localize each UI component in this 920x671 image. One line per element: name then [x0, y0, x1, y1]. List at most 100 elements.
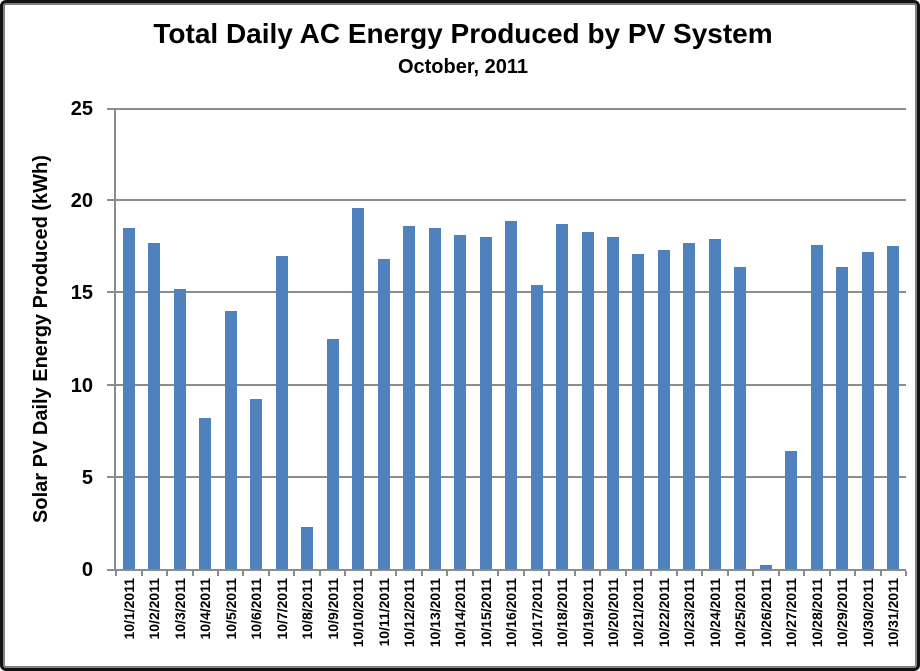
x-tick-label: 10/23/2011 — [681, 578, 698, 648]
x-tick-label: 10/17/2011 — [528, 578, 545, 648]
x-tick-label: 10/2/2011 — [146, 578, 163, 640]
x-tick-label: 10/15/2011 — [477, 578, 494, 648]
x-tick-label: 10/27/2011 — [783, 578, 800, 648]
bar — [352, 207, 365, 569]
x-axis-tick — [599, 571, 602, 576]
x-tick-label: 10/7/2011 — [273, 578, 290, 640]
x-tick-label: 10/1/2011 — [120, 578, 137, 640]
x-axis-tick — [879, 571, 882, 576]
bar — [173, 288, 186, 569]
x-axis-tick — [446, 571, 449, 576]
x-axis-tick — [242, 571, 245, 576]
x-tick-label: 10/28/2011 — [808, 578, 825, 648]
x-axis-tick — [369, 571, 372, 576]
x-axis-tick — [497, 571, 500, 576]
bar — [581, 231, 594, 569]
bar — [275, 255, 288, 569]
x-axis-tick — [522, 571, 525, 576]
y-axis-tick — [107, 569, 114, 571]
bar — [505, 220, 517, 569]
bar — [632, 253, 645, 569]
bar — [377, 259, 390, 569]
x-tick-label: 10/9/2011 — [324, 578, 341, 640]
x-tick-label: 10/4/2011 — [197, 578, 214, 640]
x-axis-tick — [191, 571, 194, 576]
x-axis-tick — [803, 571, 806, 576]
x-tick-label: 10/8/2011 — [299, 578, 316, 640]
x-axis-tick — [140, 571, 143, 576]
x-tick-label: 10/3/2011 — [171, 578, 188, 640]
x-axis-tick — [675, 571, 678, 576]
y-tick-label: 25 — [70, 98, 93, 120]
y-axis-title: Solar PV Daily Energy Produced (kWh) — [30, 155, 52, 523]
bar — [326, 338, 339, 569]
bar — [530, 285, 543, 569]
x-tick-label: 10/20/2011 — [604, 578, 621, 648]
x-tick-label: 10/30/2011 — [859, 578, 876, 648]
x-tick-label: 10/21/2011 — [630, 578, 647, 648]
chart-title: Total Daily AC Energy Produced by PV Sys… — [153, 18, 773, 49]
x-tick-label: 10/25/2011 — [732, 578, 749, 648]
bar — [708, 238, 721, 569]
plot-area — [114, 108, 906, 571]
bar — [759, 565, 772, 569]
x-tick-label: 10/11/2011 — [375, 578, 392, 647]
y-axis-tick — [107, 383, 114, 386]
bar — [148, 242, 161, 569]
x-axis-tick — [854, 571, 856, 576]
bar — [606, 237, 619, 569]
bar — [734, 266, 747, 569]
x-axis-tick — [216, 571, 219, 576]
x-axis-tick — [267, 571, 270, 576]
bar — [683, 242, 696, 569]
y-axis-tick — [107, 199, 114, 202]
bar — [810, 244, 823, 569]
x-tick-label: 10/31/2011 — [885, 578, 902, 648]
y-tick-label: 0 — [81, 559, 93, 581]
x-axis-tick — [828, 571, 831, 576]
x-axis-tick — [650, 571, 653, 576]
x-tick-label: 10/19/2011 — [579, 578, 596, 648]
x-axis-tick — [166, 571, 168, 576]
x-tick-label: 10/26/2011 — [757, 578, 774, 648]
x-tick-label: 10/6/2011 — [248, 578, 265, 640]
x-tick-label: 10/14/2011 — [452, 578, 468, 648]
x-axis-tick — [420, 571, 423, 576]
bar — [836, 266, 849, 569]
x-axis-tick — [318, 571, 321, 576]
x-tick-label: 10/22/2011 — [655, 578, 672, 648]
bar — [250, 399, 263, 569]
x-axis-tick — [701, 571, 704, 576]
bar — [224, 310, 237, 569]
y-tick-label: 20 — [70, 190, 93, 213]
bar — [301, 526, 314, 569]
x-axis-tick — [624, 571, 627, 576]
y-axis-tick — [107, 291, 114, 294]
bar — [861, 251, 874, 569]
x-tick-label: 10/13/2011 — [426, 578, 443, 648]
y-tick-label: 10 — [70, 374, 93, 397]
chart-subtitle: October, 2011 — [397, 56, 529, 78]
x-axis-tick — [395, 571, 398, 576]
x-tick-label: 10/10/2011 — [350, 578, 367, 648]
x-axis-tick — [752, 571, 755, 576]
bar — [887, 246, 900, 569]
x-axis-tick — [293, 571, 296, 576]
x-tick-label: 10/12/2011 — [401, 578, 418, 648]
bar — [428, 227, 441, 569]
x-tick-label: 10/24/2011 — [706, 578, 723, 648]
x-axis-tick — [573, 571, 576, 576]
bar — [785, 451, 798, 569]
bar — [556, 224, 568, 569]
gridline — [116, 108, 906, 110]
x-axis-tick — [548, 571, 551, 576]
x-tick-label: 10/29/2011 — [834, 578, 851, 648]
x-tick-label: 10/18/2011 — [554, 578, 570, 648]
bar — [454, 235, 466, 569]
x-axis-tick — [344, 571, 347, 576]
x-tick-label: 10/5/2011 — [222, 578, 239, 640]
x-axis-tick — [905, 571, 907, 576]
gridline — [116, 199, 906, 202]
x-axis-tick — [471, 571, 474, 576]
